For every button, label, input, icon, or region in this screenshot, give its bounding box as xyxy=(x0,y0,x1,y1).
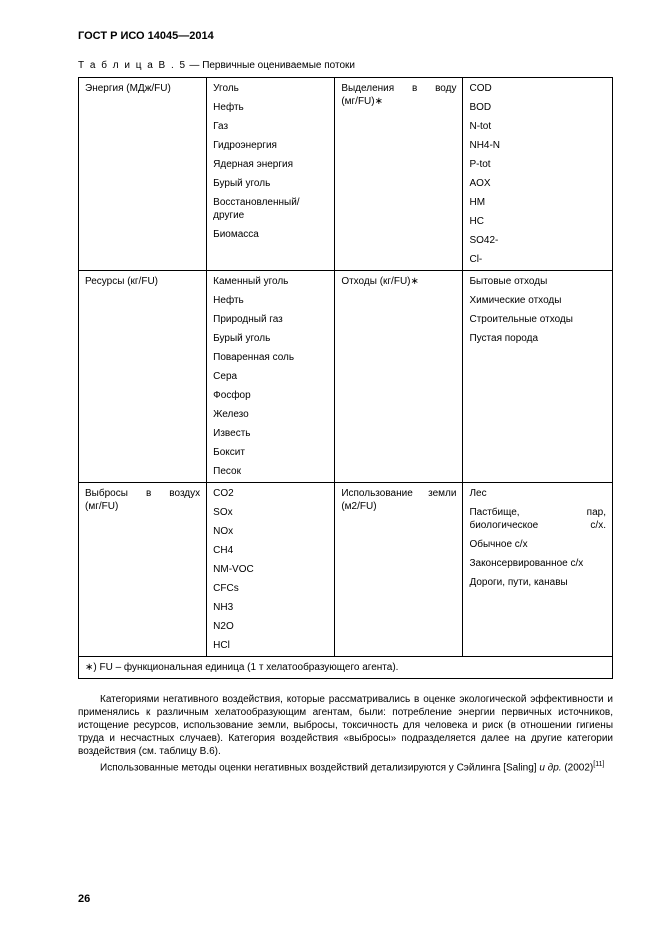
para2-b: и др. xyxy=(539,762,561,773)
table-footnote-row: ∗) FU – функциональная единица (1 т хела… xyxy=(79,657,613,679)
list-item-text: Пастбище, пар, биологическое с/х. xyxy=(469,506,606,532)
list-item: HC xyxy=(469,215,606,228)
s1-col-a: Энергия (МДж/FU) xyxy=(79,78,207,271)
list-item: Нефть xyxy=(213,101,328,114)
list-item: NH3 xyxy=(213,601,328,614)
list-item: Бурый уголь xyxy=(213,332,328,345)
list-item: Известь xyxy=(213,427,328,440)
s3-col-a-text: Выбросы в воздух (мг/FU) xyxy=(85,487,200,513)
list-item: CO2 xyxy=(213,487,328,500)
s1-col-c: Выделения в воду (мг/FU)∗ xyxy=(335,78,463,271)
s2-col-a: Ресурсы (кг/FU) xyxy=(79,271,207,483)
list-item: Бытовые отходы xyxy=(469,275,606,288)
list-item: Поваренная соль xyxy=(213,351,328,364)
table-row: Энергия (МДж/FU) Уголь Нефть Газ Гидроэн… xyxy=(79,78,613,271)
s2-col-d: Бытовые отходы Химические отходы Строите… xyxy=(463,271,613,483)
list-item: Гидроэнергия xyxy=(213,139,328,152)
list-item: Фосфор xyxy=(213,389,328,402)
para2-c: (2002) xyxy=(562,762,594,773)
list-item: CH4 xyxy=(213,544,328,557)
list-item: Бурый уголь xyxy=(213,177,328,190)
list-item: Законсервированное с/х xyxy=(469,557,606,570)
list-item: Химические отходы xyxy=(469,294,606,307)
list-item: P-tot xyxy=(469,158,606,171)
table-caption-title: Первичные оцениваемые потоки xyxy=(202,60,355,71)
list-item: Уголь xyxy=(213,82,328,95)
body-text: Категориями негативного воздействия, кот… xyxy=(78,693,613,774)
list-item: HM xyxy=(469,196,606,209)
s1-col-d: COD BOD N-tot NH4-N P-tot AOX HM HC SO42… xyxy=(463,78,613,271)
list-item: NM-VOC xyxy=(213,563,328,576)
list-item: Боксит xyxy=(213,446,328,459)
list-item: Песок xyxy=(213,465,328,478)
list-item: NOx xyxy=(213,525,328,538)
list-item: Ядерная энергия xyxy=(213,158,328,171)
table-caption: Т а б л и ц а В . 5 — Первичные оценивае… xyxy=(78,60,613,71)
list-item: Каменный уголь xyxy=(213,275,328,288)
para2-sup: [11] xyxy=(593,761,604,768)
list-item: AOX xyxy=(469,177,606,190)
list-item: SOx xyxy=(213,506,328,519)
s3-col-c: Использование земли (м2/FU) xyxy=(335,483,463,657)
list-item: Нефть xyxy=(213,294,328,307)
list-item: Газ xyxy=(213,120,328,133)
list-item: Биомасса xyxy=(213,228,328,241)
list-item: Пастбище, пар, биологическое с/х. xyxy=(469,506,606,532)
list-item: NH4-N xyxy=(469,139,606,152)
table-row: Ресурсы (кг/FU) Каменный уголь Нефть При… xyxy=(79,271,613,483)
s3-col-a: Выбросы в воздух (мг/FU) xyxy=(79,483,207,657)
list-item: CFCs xyxy=(213,582,328,595)
page-number: 26 xyxy=(78,893,90,905)
table-row: Выбросы в воздух (мг/FU) CO2 SOx NOx CH4… xyxy=(79,483,613,657)
paragraph-2: Использованные методы оценки негативных … xyxy=(78,760,613,774)
list-item: COD xyxy=(469,82,606,95)
list-item: BOD xyxy=(469,101,606,114)
para2-a: Использованные методы оценки негативных … xyxy=(100,762,539,773)
list-item: Восстановленный/ другие xyxy=(213,196,328,222)
s3-col-b: CO2 SOx NOx CH4 NM-VOC CFCs NH3 N2O HCl xyxy=(207,483,335,657)
list-item: Дороги, пути, канавы xyxy=(469,576,606,589)
list-item: Лес xyxy=(469,487,606,500)
list-item: Сера xyxy=(213,370,328,383)
list-item: SO42- xyxy=(469,234,606,247)
list-item: HCl xyxy=(213,639,328,652)
s2-col-c: Отходы (кг/FU)∗ xyxy=(335,271,463,483)
s3-col-d: Лес Пастбище, пар, биологическое с/х. Об… xyxy=(463,483,613,657)
list-item: Пустая порода xyxy=(469,332,606,345)
table-caption-prefix: Т а б л и ц а В . 5 xyxy=(78,60,187,71)
primary-flows-table: Энергия (МДж/FU) Уголь Нефть Газ Гидроэн… xyxy=(78,77,613,679)
list-item: Железо xyxy=(213,408,328,421)
table-footnote: ∗) FU – функциональная единица (1 т хела… xyxy=(79,657,613,679)
list-item: Природный газ xyxy=(213,313,328,326)
list-item: Строительные отходы xyxy=(469,313,606,326)
list-item: Обычное с/х xyxy=(469,538,606,551)
s2-col-b: Каменный уголь Нефть Природный газ Бурый… xyxy=(207,271,335,483)
s1-col-c-text: Выделения в воду (мг/FU)∗ xyxy=(341,82,456,108)
doc-header: ГОСТ Р ИСО 14045—2014 xyxy=(78,30,613,42)
paragraph-1: Категориями негативного воздействия, кот… xyxy=(78,693,613,758)
s1-col-b: Уголь Нефть Газ Гидроэнергия Ядерная эне… xyxy=(207,78,335,271)
table-caption-dash: — xyxy=(187,60,203,71)
list-item: N2O xyxy=(213,620,328,633)
list-item: N-tot xyxy=(469,120,606,133)
list-item: Cl- xyxy=(469,253,606,266)
s3-col-c-text: Использование земли (м2/FU) xyxy=(341,487,456,513)
